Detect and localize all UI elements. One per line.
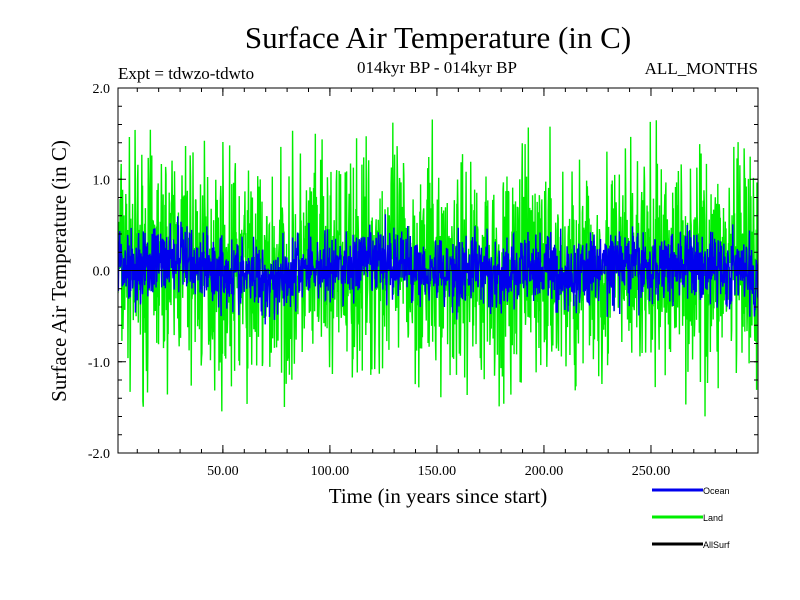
y-tick-label: -2.0 (88, 447, 110, 462)
x-tick-label: 150.00 (418, 464, 457, 479)
series-line-ocean (118, 214, 758, 325)
x-tick-label: 250.00 (632, 464, 671, 479)
y-axis-label: Surface Air Temperature (in C) (47, 140, 71, 402)
time-range-label: 014kyr BP - 014kyr BP (357, 58, 517, 77)
y-tick-label: 2.0 (93, 82, 111, 97)
x-tick-label: 50.00 (207, 464, 239, 479)
y-tick-label: -1.0 (88, 356, 110, 371)
legend: Ocean Land AllSurf (652, 486, 730, 550)
experiment-label: Expt = tdwzo-tdwto (118, 64, 254, 83)
legend-label-allsurf: AllSurf (703, 540, 730, 550)
y-tick-label: 0.0 (93, 265, 111, 280)
ticks-layer: -2.0 -1.0 0.0 1.0 2.0 50.00 100.00 150.00 200.00… (88, 82, 758, 479)
legend-label-land: Land (703, 513, 723, 523)
x-tick-label: 200.00 (525, 464, 564, 479)
x-tick-label: 100.00 (311, 464, 350, 479)
months-label: ALL_MONTHS (645, 59, 758, 78)
x-axis-label: Time (in years since start) (329, 484, 548, 508)
series-layer (118, 119, 758, 417)
y-tick-label: 1.0 (93, 173, 111, 188)
legend-label-ocean: Ocean (703, 486, 730, 496)
chart-title: Surface Air Temperature (in C) (245, 20, 631, 55)
